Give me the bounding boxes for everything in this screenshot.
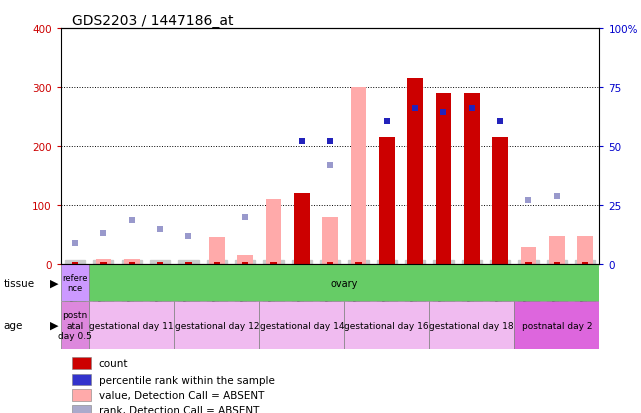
Bar xyxy=(72,263,78,264)
Bar xyxy=(582,263,588,264)
Bar xyxy=(299,263,305,264)
Bar xyxy=(96,260,111,264)
Bar xyxy=(89,301,174,349)
Bar xyxy=(492,138,508,264)
Text: ▶: ▶ xyxy=(50,278,58,288)
Text: refere
nce: refere nce xyxy=(62,273,88,292)
Text: rank, Detection Call = ABSENT: rank, Detection Call = ABSENT xyxy=(99,406,259,413)
Bar xyxy=(265,199,281,264)
Bar xyxy=(429,301,514,349)
Text: age: age xyxy=(3,320,22,330)
Bar xyxy=(322,217,338,264)
Text: postn
atal
day 0.5: postn atal day 0.5 xyxy=(58,311,92,340)
Text: postnatal day 2: postnatal day 2 xyxy=(522,321,592,330)
Bar xyxy=(355,263,362,264)
Bar xyxy=(209,238,224,264)
Bar xyxy=(351,88,366,264)
Text: percentile rank within the sample: percentile rank within the sample xyxy=(99,375,274,385)
Bar xyxy=(72,357,90,369)
Bar xyxy=(327,263,333,264)
Bar xyxy=(520,248,537,264)
Bar xyxy=(384,263,390,264)
Bar xyxy=(100,263,106,264)
Bar xyxy=(185,263,192,264)
Bar xyxy=(174,301,259,349)
Bar xyxy=(469,263,475,264)
Bar xyxy=(412,263,418,264)
Text: gestational day 11: gestational day 11 xyxy=(90,321,174,330)
Bar xyxy=(61,301,89,349)
Bar xyxy=(407,79,423,264)
Bar xyxy=(294,194,310,264)
Bar xyxy=(213,263,220,264)
Text: ovary: ovary xyxy=(331,278,358,288)
Text: gestational day 14: gestational day 14 xyxy=(260,321,344,330)
Text: gestational day 16: gestational day 16 xyxy=(344,321,429,330)
Text: tissue: tissue xyxy=(3,278,35,288)
Bar xyxy=(72,405,90,413)
Bar xyxy=(72,374,90,385)
Bar xyxy=(497,263,503,264)
Bar xyxy=(185,263,192,264)
Text: count: count xyxy=(99,358,128,368)
Text: gestational day 18: gestational day 18 xyxy=(429,321,514,330)
Bar xyxy=(464,94,479,264)
Text: value, Detection Call = ABSENT: value, Detection Call = ABSENT xyxy=(99,390,264,400)
Bar xyxy=(526,263,531,264)
Bar xyxy=(554,263,560,264)
Bar xyxy=(344,301,429,349)
Bar xyxy=(129,263,135,264)
Bar xyxy=(72,263,78,264)
Text: GDS2203 / 1447186_at: GDS2203 / 1447186_at xyxy=(72,14,233,28)
Bar xyxy=(549,236,565,264)
Bar xyxy=(514,301,599,349)
Bar xyxy=(578,236,593,264)
Bar xyxy=(242,263,248,264)
Bar xyxy=(440,263,447,264)
Text: ▶: ▶ xyxy=(50,320,58,330)
Bar xyxy=(271,263,276,264)
Text: gestational day 12: gestational day 12 xyxy=(174,321,259,330)
Bar xyxy=(72,389,90,401)
Bar xyxy=(259,301,344,349)
Bar xyxy=(379,138,395,264)
Bar xyxy=(61,264,89,301)
Bar xyxy=(436,94,451,264)
Bar xyxy=(157,263,163,264)
Bar xyxy=(124,260,140,264)
Bar xyxy=(237,256,253,264)
Bar xyxy=(157,263,163,264)
